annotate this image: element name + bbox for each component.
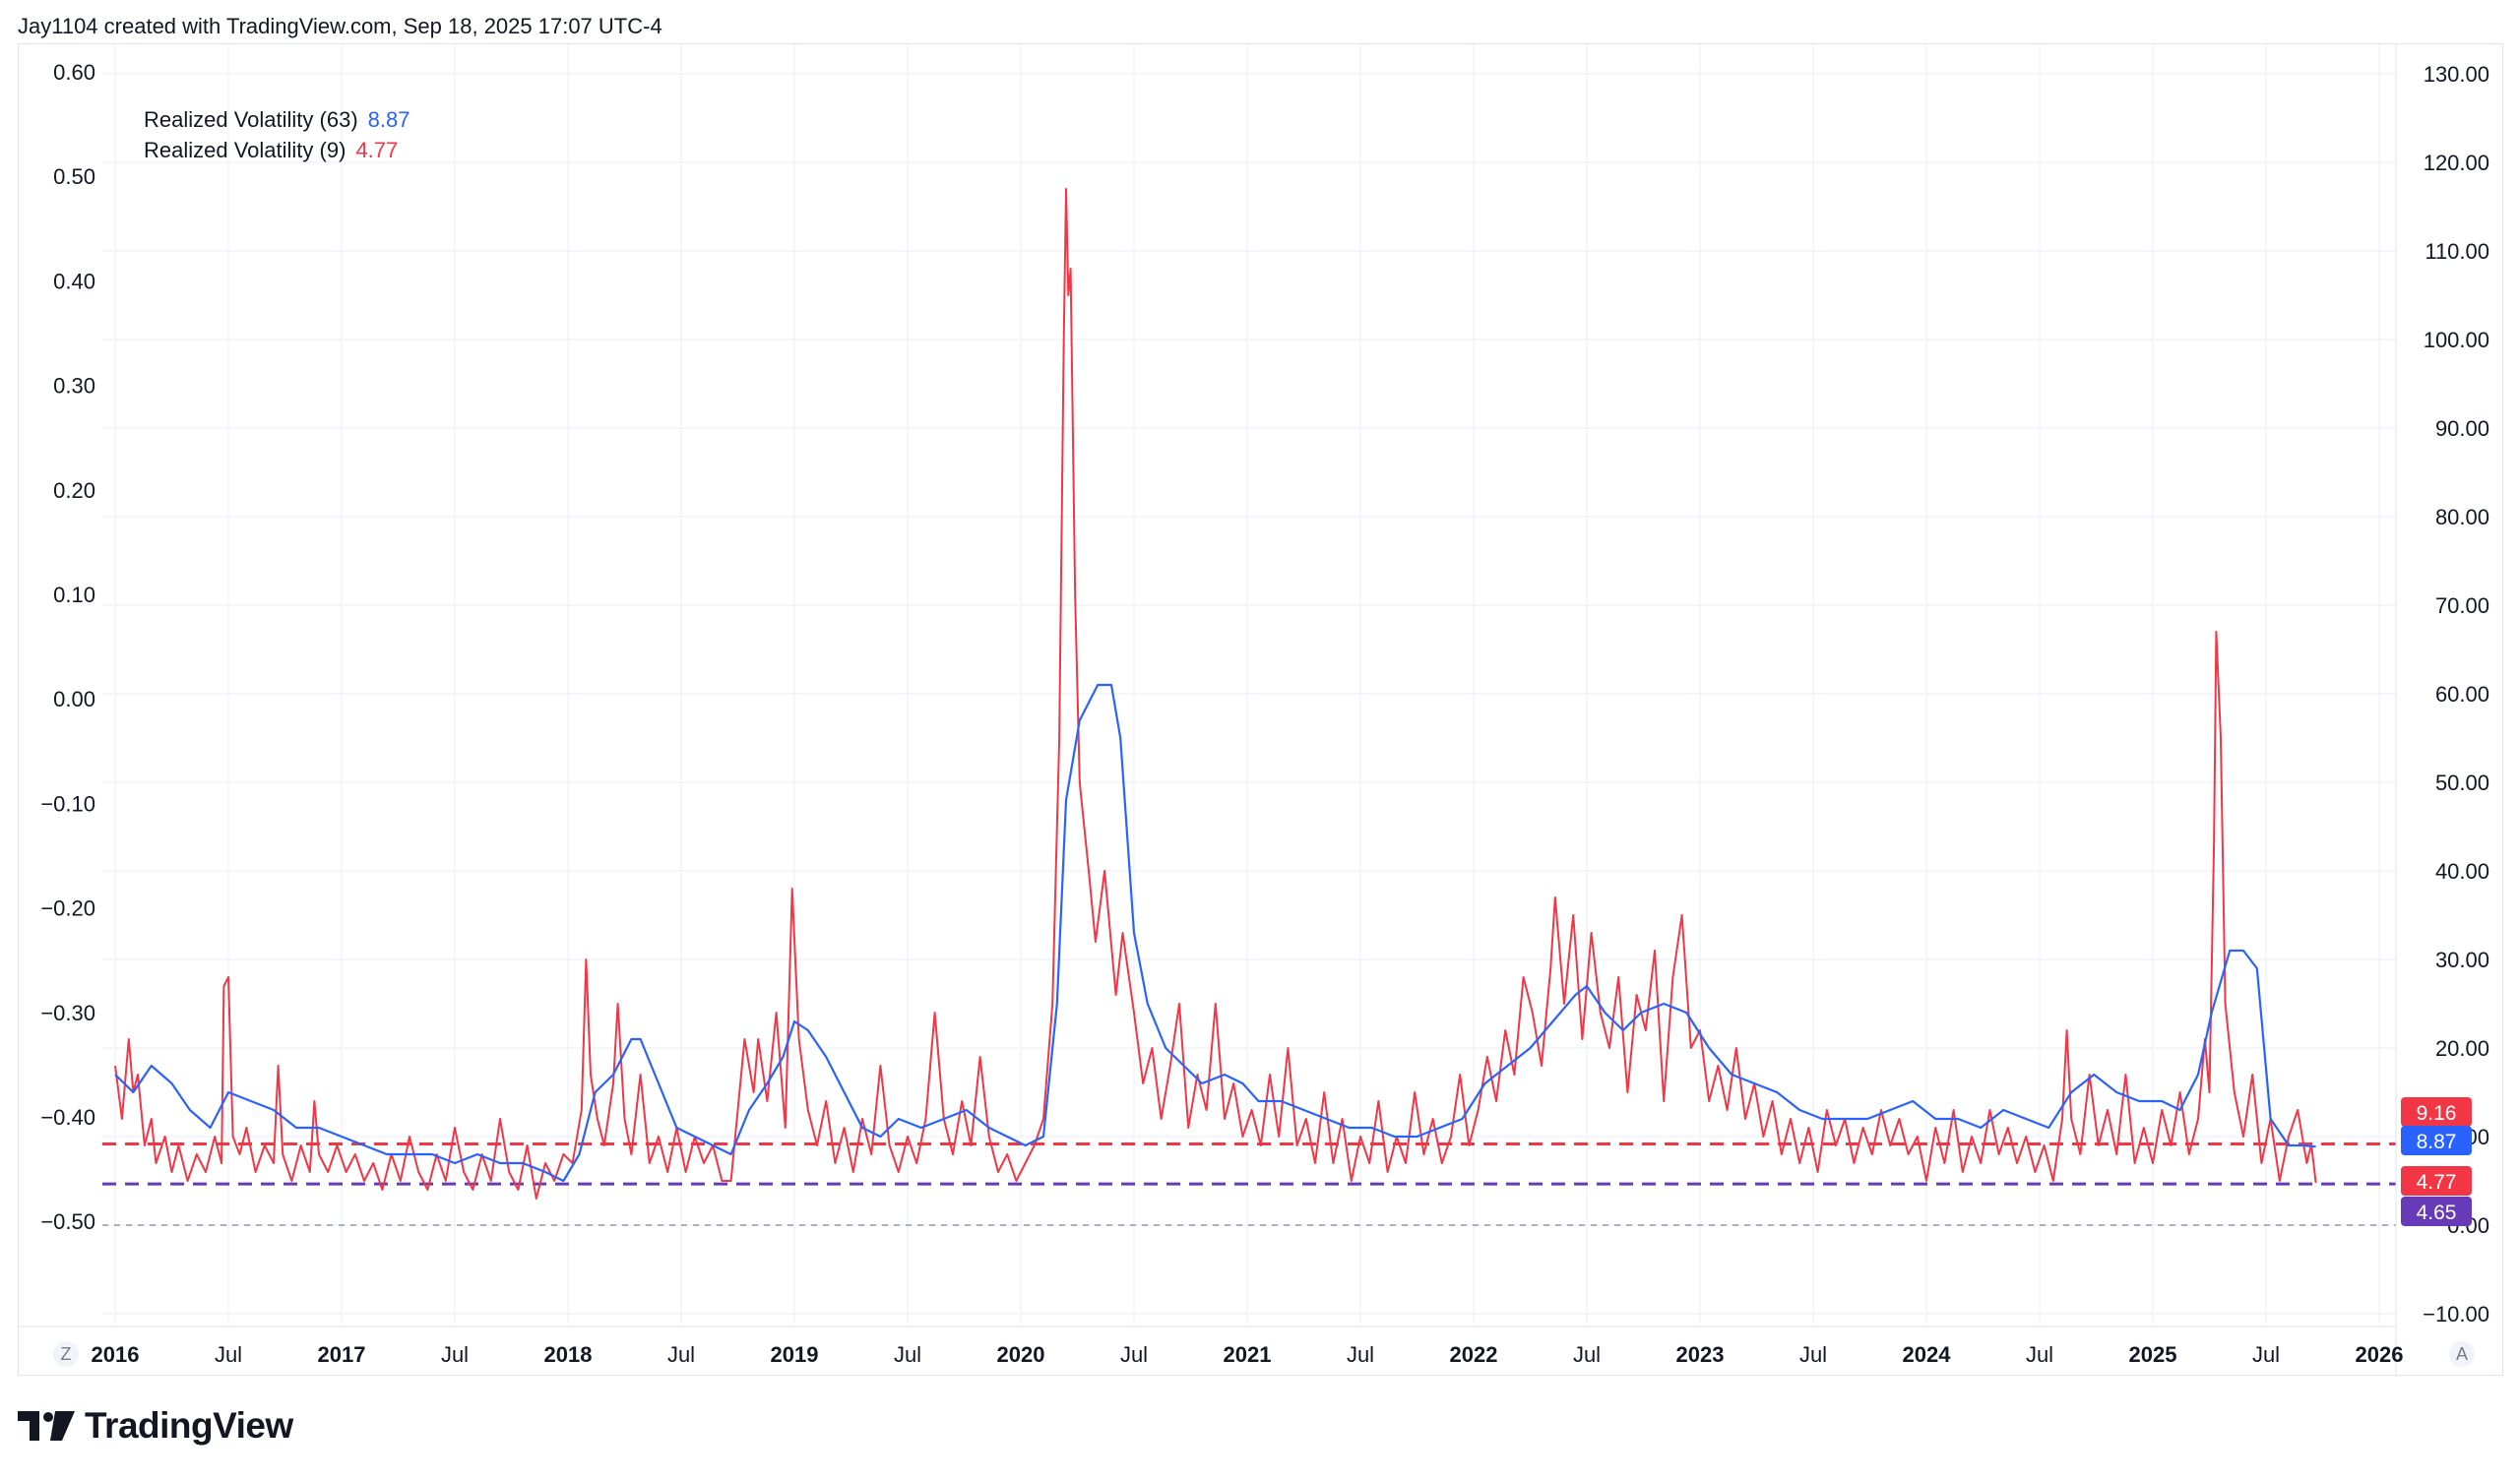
right-axis-tick-label: 70.00 <box>2435 593 2489 618</box>
time-axis-tick-label: Jul <box>215 1342 242 1367</box>
right-axis-tick-label: 110.00 <box>2425 239 2489 264</box>
series-line-rv9[interactable] <box>114 188 2317 1200</box>
chart-svg[interactable]: 0.60 0.50 0.40 0.30 0.20 0.10 0.00 −0.10 −0.20 −0… <box>19 44 2504 1377</box>
time-axis-tick-label: 2026 <box>2356 1342 2404 1367</box>
price-tag: 8.87 <box>2401 1126 2472 1155</box>
time-axis-tick-label: 2024 <box>1903 1342 1952 1367</box>
tradingview-logo[interactable]: TradingView <box>18 1405 293 1447</box>
legend-series-value: 4.77 <box>355 138 399 162</box>
right-axis-tick-label: −10.00 <box>2423 1302 2489 1327</box>
left-axis-tick-label: 0.60 <box>53 60 95 85</box>
legend-item-rv9[interactable]: Realized Volatility (9) 4.77 <box>144 138 398 163</box>
price-tag-background <box>2401 1197 2472 1226</box>
right-axis-tick-label: 90.00 <box>2435 416 2489 441</box>
time-axis-tick-label: 2023 <box>1676 1342 1725 1367</box>
left-axis-tick-label: −0.10 <box>40 791 95 816</box>
left-axis-tick-label: 0.00 <box>53 687 95 711</box>
price-tag-label: 4.65 <box>2417 1202 2457 1224</box>
zoom-button[interactable]: Z <box>53 1341 79 1367</box>
right-axis-tick-label: 130.00 <box>2424 62 2489 87</box>
left-axis: 0.60 0.50 0.40 0.30 0.20 0.10 0.00 −0.10 −0.20 −0… <box>40 60 95 1234</box>
time-axis-tick-label: Jul <box>894 1342 921 1367</box>
left-axis-tick-label: 0.10 <box>53 583 95 607</box>
time-axis-tick-label: Jul <box>667 1342 695 1367</box>
chart-frame[interactable]: 0.60 0.50 0.40 0.30 0.20 0.10 0.00 −0.10 −0.20 −0… <box>18 43 2504 1377</box>
zoom-button-label: Z <box>61 1344 72 1364</box>
grid <box>102 44 2396 1324</box>
right-axis-tick-label: 100.00 <box>2424 328 2489 352</box>
right-axis[interactable]: 130.00 120.00 110.00 100.00 90.00 80.00 70.00 6… <box>2395 44 2489 1377</box>
left-axis-tick-label: −0.20 <box>40 896 95 921</box>
series-line-rv63[interactable] <box>114 683 2316 1183</box>
price-tag-label: 8.87 <box>2417 1131 2457 1153</box>
auto-scale-button-label: A <box>2456 1344 2468 1364</box>
left-axis-tick-label: 0.50 <box>53 164 95 189</box>
right-axis-tick-label: 120.00 <box>2424 151 2489 175</box>
price-tag: 4.77 <box>2401 1166 2472 1196</box>
auto-scale-button[interactable]: A <box>2449 1341 2475 1367</box>
left-axis-tick-label: −0.50 <box>40 1209 95 1234</box>
legend-item-rv63[interactable]: Realized Volatility (63) 8.87 <box>144 107 410 133</box>
price-tag-label: 9.16 <box>2417 1102 2457 1125</box>
time-axis[interactable]: 2016 Jul 2017 Jul 2018 Jul 2019 Jul 2020 Jul 2021 J… <box>19 1326 2404 1367</box>
right-axis-tick-label: 20.00 <box>2435 1036 2489 1061</box>
price-tags: 9.16 8.87 4.77 4.65 <box>2401 1097 2472 1226</box>
tradingview-logo-text: TradingView <box>85 1405 293 1446</box>
right-axis-tick-label: 80.00 <box>2435 505 2489 529</box>
left-axis-tick-label: −0.40 <box>40 1105 95 1130</box>
reference-lines <box>102 1142 2396 1226</box>
left-axis-tick-label: 0.30 <box>53 374 95 399</box>
time-axis-tick-label: Jul <box>441 1342 469 1367</box>
legend-series-value: 8.87 <box>367 107 410 132</box>
right-axis-tick-label: 50.00 <box>2435 771 2489 795</box>
price-tag-background <box>2401 1126 2472 1155</box>
legend-series-name: Realized Volatility (9) <box>144 138 346 162</box>
left-axis-tick-label: 0.20 <box>53 478 95 503</box>
price-tag-label: 4.77 <box>2417 1171 2457 1194</box>
legend-series-name: Realized Volatility (63) <box>144 107 358 132</box>
time-axis-tick-label: Jul <box>2252 1342 2280 1367</box>
right-axis-tick-label: 40.00 <box>2435 859 2489 884</box>
left-axis-tick-label: 0.40 <box>53 269 95 293</box>
time-axis-tick-label: 2016 <box>92 1342 140 1367</box>
time-axis-tick-label: Jul <box>1120 1342 1148 1367</box>
time-axis-tick-label: 2018 <box>544 1342 593 1367</box>
attribution-text: Jay1104 created with TradingView.com, Se… <box>18 14 662 38</box>
series-layer[interactable] <box>114 188 2317 1200</box>
time-axis-tick-label: 2022 <box>1450 1342 1498 1367</box>
right-axis-tick-label: 30.00 <box>2435 948 2489 972</box>
time-axis-tick-label: Jul <box>1347 1342 1374 1367</box>
time-axis-tick-label: 2020 <box>997 1342 1045 1367</box>
time-axis-tick-label: Jul <box>2026 1342 2053 1367</box>
price-tag: 4.65 <box>2401 1197 2472 1226</box>
time-axis-tick-label: 2025 <box>2129 1342 2177 1367</box>
price-tag-background <box>2401 1097 2472 1127</box>
time-axis-tick-label: 2019 <box>771 1342 819 1367</box>
price-tag: 9.16 <box>2401 1097 2472 1127</box>
price-tag-background <box>2401 1166 2472 1196</box>
time-axis-tick-label: 2021 <box>1224 1342 1272 1367</box>
tradingview-logo-icon <box>18 1411 75 1441</box>
time-axis-tick-label: Jul <box>1799 1342 1827 1367</box>
left-axis-tick-label: −0.30 <box>40 1001 95 1025</box>
time-axis-tick-label: Jul <box>1573 1342 1601 1367</box>
right-axis-tick-label: 60.00 <box>2435 682 2489 707</box>
time-axis-tick-label: 2017 <box>318 1342 366 1367</box>
